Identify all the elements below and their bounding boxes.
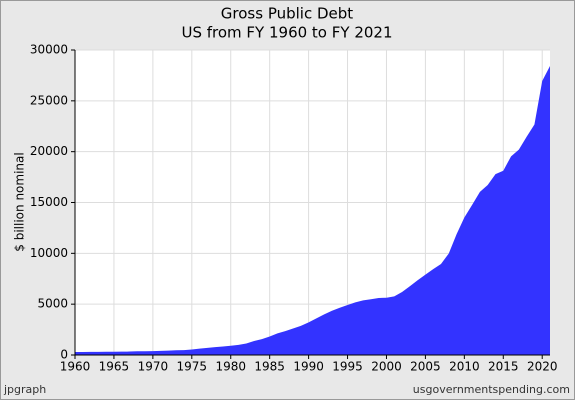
area (75, 65, 550, 355)
x-tick-label: 2005 (410, 360, 441, 374)
x-tick-label: 1965 (99, 360, 130, 374)
x-tick-label: 1970 (138, 360, 169, 374)
y-tick-label: 10000 (30, 246, 68, 260)
x-tick-label: 1960 (60, 360, 91, 374)
x-tick-label: 2000 (371, 360, 402, 374)
x-tick-label: 2020 (527, 360, 558, 374)
y-tick-label: 20000 (30, 144, 68, 158)
y-tick-label: 25000 (30, 93, 68, 107)
x-tick-label: 1975 (177, 360, 208, 374)
x-tick-label: 1980 (215, 360, 246, 374)
chart-subtitle: US from FY 1960 to FY 2021 (181, 24, 392, 42)
x-tick-label: 1995 (332, 360, 363, 374)
footer-right: usgovernmentspending.com (413, 383, 570, 396)
y-tick-label: 5000 (37, 297, 68, 311)
x-tick-label: 1990 (293, 360, 324, 374)
y-axis-label: $ billion nominal (13, 152, 27, 251)
chart-title: Gross Public Debt (221, 5, 353, 23)
y-tick-label: 30000 (30, 43, 68, 57)
x-tick-label: 2010 (449, 360, 480, 374)
y-tick-label: 0 (60, 348, 68, 362)
x-tick-label: 1985 (254, 360, 285, 374)
y-tick-label: 15000 (30, 195, 68, 209)
footer-left: jpgraph (3, 383, 46, 396)
x-tick-label: 2015 (488, 360, 519, 374)
